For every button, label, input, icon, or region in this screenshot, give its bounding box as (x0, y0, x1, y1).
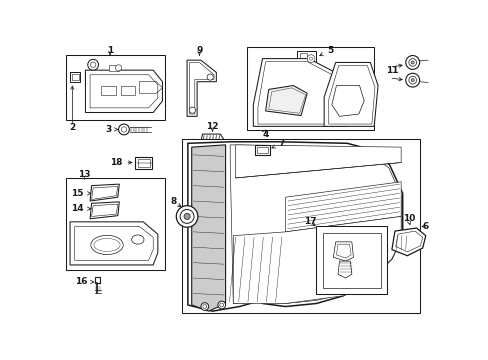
Polygon shape (187, 142, 402, 311)
Ellipse shape (131, 235, 143, 244)
Circle shape (203, 305, 206, 309)
Circle shape (405, 55, 419, 69)
Text: 3: 3 (105, 125, 118, 134)
Polygon shape (70, 222, 158, 265)
Circle shape (410, 61, 413, 64)
Polygon shape (85, 70, 162, 112)
Circle shape (180, 210, 194, 223)
Bar (182, 139, 420, 313)
Bar (121, 86, 135, 95)
Circle shape (220, 303, 223, 307)
Text: 2: 2 (69, 123, 75, 132)
Polygon shape (337, 261, 351, 278)
Text: 18: 18 (110, 158, 132, 167)
Polygon shape (391, 228, 425, 256)
Polygon shape (333, 242, 353, 261)
Polygon shape (285, 182, 400, 232)
Polygon shape (90, 184, 119, 201)
Bar (101, 86, 116, 95)
Text: 17: 17 (304, 217, 316, 226)
Text: 5: 5 (319, 46, 333, 56)
Text: 15: 15 (71, 189, 91, 198)
Bar (254, 145, 270, 155)
Text: 11: 11 (385, 66, 397, 75)
Bar (316, 226, 386, 294)
Bar (297, 51, 316, 66)
Text: 14: 14 (71, 204, 91, 213)
Circle shape (207, 74, 213, 80)
Text: 6: 6 (421, 222, 428, 231)
Text: 16: 16 (75, 278, 94, 287)
Circle shape (309, 57, 312, 60)
Text: 13: 13 (78, 170, 90, 179)
Bar (246, 47, 373, 130)
Circle shape (87, 59, 99, 70)
Text: 1: 1 (107, 46, 113, 55)
Bar (299, 53, 306, 62)
Bar (322, 233, 380, 288)
Circle shape (176, 206, 198, 227)
Circle shape (306, 55, 314, 62)
Bar (70, 72, 80, 82)
Bar (135, 157, 152, 170)
Text: 10: 10 (402, 214, 414, 223)
Text: 9: 9 (196, 46, 202, 55)
Circle shape (201, 303, 208, 310)
Text: 8: 8 (170, 197, 177, 206)
Polygon shape (191, 145, 225, 311)
Circle shape (183, 213, 190, 220)
Bar (257, 147, 267, 153)
Circle shape (408, 76, 416, 84)
Circle shape (410, 78, 413, 82)
Bar (108, 65, 119, 71)
Polygon shape (199, 134, 225, 149)
Polygon shape (331, 86, 364, 116)
Text: 12: 12 (206, 122, 218, 131)
Bar (95, 277, 100, 283)
Polygon shape (235, 145, 400, 178)
Circle shape (121, 127, 126, 132)
Circle shape (408, 59, 416, 66)
Circle shape (189, 107, 195, 113)
Text: 4: 4 (262, 130, 268, 139)
Circle shape (405, 73, 419, 87)
Polygon shape (324, 62, 377, 126)
Text: 7: 7 (271, 139, 285, 148)
Circle shape (90, 62, 96, 67)
Ellipse shape (91, 235, 123, 255)
Polygon shape (187, 60, 216, 116)
Bar (66, 55, 164, 120)
Circle shape (118, 124, 129, 135)
Polygon shape (253, 59, 354, 126)
Bar (71, 74, 79, 80)
Polygon shape (233, 216, 400, 303)
Bar (66, 178, 164, 270)
Circle shape (218, 301, 225, 309)
Polygon shape (265, 86, 306, 116)
Circle shape (115, 65, 122, 71)
Bar (138, 159, 150, 167)
Polygon shape (90, 202, 119, 219)
